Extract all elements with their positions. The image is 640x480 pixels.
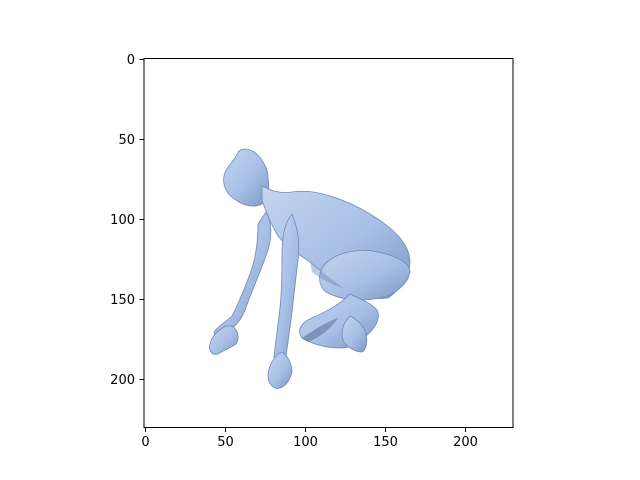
y-axis: 0 50 100 150 200 <box>110 53 144 388</box>
thigh <box>319 250 411 301</box>
axes-frame <box>143 58 514 428</box>
y-tick-label-50: 50 <box>118 133 135 148</box>
foot <box>341 315 368 353</box>
y-tick-label-200: 200 <box>110 373 135 388</box>
y-tick-label-150: 150 <box>110 293 135 308</box>
right-arm <box>273 213 300 364</box>
x-tick-label-200: 200 <box>453 435 478 450</box>
right-hand <box>267 351 293 389</box>
shade-torso <box>310 262 344 288</box>
left-arm <box>213 211 272 339</box>
x-tick-label-100: 100 <box>293 435 318 450</box>
shade-leg <box>302 318 338 342</box>
head <box>223 148 270 207</box>
y-tick-label-100: 100 <box>110 213 135 228</box>
y-tick-label-0: 0 <box>127 53 135 68</box>
left-hand <box>209 325 239 355</box>
figure-image <box>209 148 411 389</box>
x-tick-label-0: 0 <box>141 435 149 450</box>
x-tick-label-150: 150 <box>373 435 398 450</box>
x-axis: 0 50 100 150 200 <box>141 427 478 450</box>
x-tick-label-50: 50 <box>217 435 234 450</box>
